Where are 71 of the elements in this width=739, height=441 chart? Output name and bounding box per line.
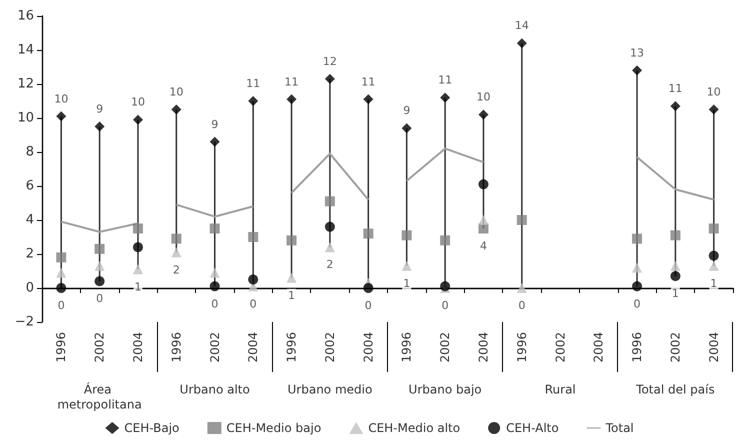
data-label: 10	[706, 86, 721, 98]
data-label: 0	[364, 299, 372, 312]
data-label: 2	[172, 263, 180, 276]
x-tick-label: 1996	[514, 332, 529, 363]
data-label: 12	[322, 54, 337, 68]
legend-label: CEH-Medio bajo	[226, 421, 322, 435]
data-label: 0	[634, 297, 641, 310]
x-tick-label: 2002	[208, 332, 222, 363]
legend-label: CEH-Alto	[506, 421, 559, 435]
data-label: 0	[518, 299, 526, 312]
x-tick-label: 1996	[284, 332, 299, 363]
y-tick-label: 0	[26, 280, 34, 296]
text: Urbano bajo	[408, 382, 482, 396]
legend-label: CEH-Medio alto	[368, 421, 460, 435]
data-label: 11	[361, 75, 376, 88]
x-tick-label: 1996	[630, 332, 644, 363]
data-label: 1	[403, 276, 410, 290]
x-tick-label: 2002	[553, 332, 568, 363]
y-tick-label: 10	[17, 110, 34, 126]
text: Urbano medio	[288, 382, 372, 396]
data-label: 0	[442, 299, 449, 312]
data-label: 4	[480, 240, 487, 252]
x-tick-label: 1996	[400, 332, 414, 363]
text: Rural	[544, 382, 576, 396]
data-label: 0	[58, 299, 65, 312]
legend-label: Total	[604, 421, 634, 435]
x-tick-label: 2002	[438, 332, 452, 363]
data-label: 14	[514, 19, 529, 32]
data-label: 0	[250, 297, 257, 310]
data-label: 10	[476, 90, 490, 104]
text: Total del país	[635, 382, 715, 396]
data-label: 2	[326, 258, 334, 272]
x-tick-label: 1996	[169, 332, 184, 363]
y-tick-label: 14	[17, 42, 34, 58]
legend-label: CEH-Bajo	[124, 421, 180, 435]
data-label: 1	[134, 280, 142, 294]
data-label: 1	[710, 276, 718, 290]
data-label: 11	[668, 82, 682, 96]
data-label: 13	[630, 46, 644, 60]
y-tick-label: 6	[26, 178, 34, 194]
y-tick-label: 16	[17, 8, 34, 24]
x-tick-label: 2002	[92, 332, 107, 363]
x-tick-label: 2004	[361, 332, 376, 363]
data-label: 0	[211, 297, 218, 310]
x-tick-label: 2004	[476, 332, 490, 363]
y-tick-label: 4	[26, 212, 34, 228]
y-tick-label: 12	[17, 76, 34, 92]
data-label: 9	[96, 102, 104, 116]
y-tick-label: −2	[14, 314, 34, 330]
x-tick-label: 2004	[706, 332, 721, 363]
text: Urbano alto	[180, 382, 250, 396]
y-tick-label: 2	[26, 246, 34, 262]
data-label: 9	[403, 104, 410, 118]
text: Área metropolitana	[57, 382, 142, 412]
data-label: 10	[130, 96, 145, 109]
x-tick-label: 2004	[130, 332, 145, 363]
data-label: 10	[169, 86, 184, 98]
data-label: 11	[438, 74, 452, 87]
data-label: 0	[96, 292, 104, 306]
x-tick-label: 2004	[592, 332, 606, 363]
data-label: 1	[672, 287, 679, 300]
data-label: 11	[284, 75, 299, 88]
x-tick-label: 2002	[668, 332, 682, 363]
data-label: 11	[246, 77, 260, 90]
x-tick-label: 2002	[322, 332, 337, 363]
data-label: 10	[54, 92, 68, 106]
x-tick-label: 2004	[246, 332, 260, 363]
data-label: 1	[288, 288, 296, 302]
x-tick-label: 1996	[54, 332, 68, 363]
y-tick-label: 8	[26, 144, 34, 160]
data-label: 9	[211, 118, 218, 131]
